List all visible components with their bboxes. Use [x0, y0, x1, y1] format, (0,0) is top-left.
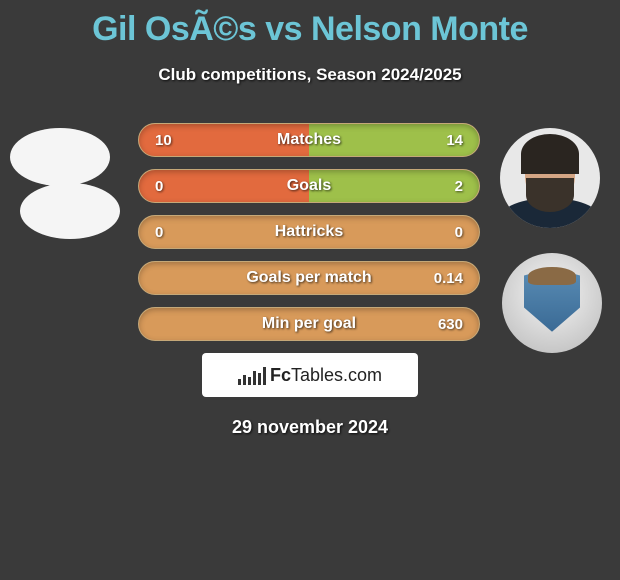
- stat-row: 0Goals2: [138, 169, 480, 203]
- player-right-avatar: [500, 128, 600, 228]
- brand-bars-icon: [238, 365, 266, 385]
- team-left-logo: [20, 183, 120, 239]
- stat-right-value: 0: [423, 224, 463, 241]
- stat-left-value: 10: [155, 132, 195, 149]
- stats-container: 10Matches140Goals20Hattricks0Goals per m…: [138, 123, 480, 341]
- stat-row: 10Matches14: [138, 123, 480, 157]
- stat-row: 0Hattricks0: [138, 215, 480, 249]
- comparison-content: 10Matches140Goals20Hattricks0Goals per m…: [0, 123, 620, 438]
- page-title: Gil OsÃ©s vs Nelson Monte: [0, 0, 620, 49]
- player-left-avatar: [10, 128, 110, 186]
- stat-left-value: 0: [155, 178, 195, 195]
- stat-right-value: 14: [423, 132, 463, 149]
- stat-label: Min per goal: [195, 315, 423, 333]
- stat-right-value: 0.14: [423, 270, 463, 287]
- stat-left-value: 0: [155, 224, 195, 241]
- stat-row: Min per goal630: [138, 307, 480, 341]
- subtitle: Club competitions, Season 2024/2025: [0, 65, 620, 85]
- brand-box: FcTables.com: [202, 353, 418, 397]
- stat-right-value: 630: [423, 316, 463, 333]
- stat-row: Goals per match0.14: [138, 261, 480, 295]
- date-text: 29 november 2024: [0, 417, 620, 438]
- team-right-logo: [502, 253, 602, 353]
- stat-label: Matches: [195, 131, 423, 149]
- stat-label: Goals per match: [195, 269, 423, 287]
- brand-text: FcTables.com: [270, 365, 382, 386]
- stat-label: Hattricks: [195, 223, 423, 241]
- stat-label: Goals: [195, 177, 423, 195]
- stat-right-value: 2: [423, 178, 463, 195]
